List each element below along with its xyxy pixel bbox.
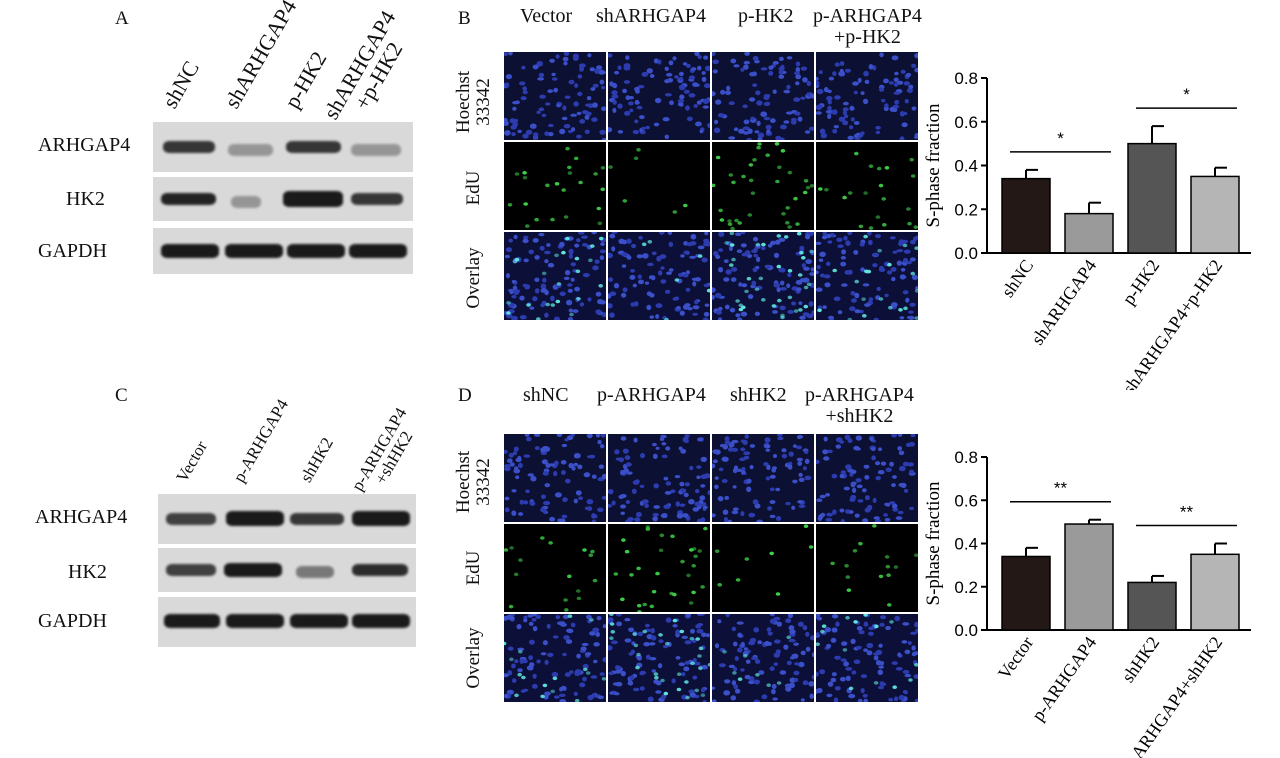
b-hoechst-image-3 — [813, 52, 920, 142]
panel-letter-b: B — [458, 8, 471, 29]
d-condition-label-1: p-ARHGAP4 — [597, 384, 706, 406]
b-edu-image-3 — [816, 142, 919, 230]
row-label-gapdh-c: GAPDH — [38, 610, 107, 632]
b-overlay-image-2 — [709, 230, 816, 323]
d-edu-image-2 — [712, 524, 814, 612]
chart-b-bar-2 — [1127, 142, 1177, 254]
chart-b-significance-label-1: * — [1183, 85, 1190, 104]
chart-d-x-tick-label-1: p-ARHGAP4 — [1028, 633, 1101, 725]
bar-chart-b: 0.0 0.2 0.4 0.6 0.8 S-phase fraction shNCshARH… — [925, 69, 1251, 390]
b-stain-label-1: EdU — [463, 170, 484, 206]
chart-d-y-tick-label-1: 0.2 — [954, 578, 978, 597]
chart-d-y-tick-label-0: 0.0 — [954, 621, 978, 640]
blot-hk2-a — [153, 177, 413, 221]
blot-gapdh-a — [153, 228, 413, 274]
chart-b-y-tick-label-2: 0.4 — [954, 157, 978, 176]
row-label-hk2-c: HK2 — [68, 561, 107, 583]
d-stain-label-2: Overlay — [463, 627, 484, 689]
chart-d-significance-label-1: ** — [1180, 503, 1194, 522]
chart-b-y-tick-label-0: 0.0 — [954, 244, 978, 263]
chart-b-bar-1 — [1064, 212, 1114, 254]
b-stain-label-0: Hoechst 33342 — [453, 70, 494, 134]
d-hoechst-image-0 — [503, 431, 609, 524]
c-lane-label-3: p-ARHGAP4 +shHK2 — [347, 404, 417, 494]
blot-arhgap4-a — [153, 122, 413, 172]
chart-d-y-axis-label: S-phase fraction — [925, 481, 944, 605]
c-lane-label-1: p-ARHGAP4 — [229, 395, 293, 486]
d-overlay-image-2 — [708, 611, 817, 705]
row-label-gapdh: GAPDH — [38, 240, 107, 262]
chart-b-y-tick-label-4: 0.8 — [954, 69, 978, 88]
chart-b-x-tick-label-1: shARHGAP4 — [1027, 256, 1100, 349]
chart-d-bar-1 — [1064, 523, 1114, 631]
b-edu-image-1 — [608, 142, 710, 230]
d-stain-label-0: Hoechst 33342 — [453, 450, 494, 514]
d-edu-image-1 — [608, 524, 710, 614]
blot-arhgap4-c — [158, 494, 416, 544]
blot-gapdh-c — [158, 597, 416, 647]
b-overlay-image-0 — [503, 230, 608, 323]
b-edu-image-0 — [504, 142, 606, 230]
d-overlay-image-1 — [606, 612, 713, 705]
panel-letter-d: D — [458, 385, 472, 406]
d-hoechst-image-3 — [813, 431, 918, 525]
chart-d-significance-label-0: ** — [1054, 479, 1068, 498]
chart-d-y-tick-label-3: 0.6 — [954, 491, 978, 510]
d-stain-label-1: EdU — [463, 550, 484, 586]
a-lane-label-0: shNC — [157, 56, 204, 113]
chart-b-x-tick-label-0: shNC — [997, 256, 1037, 301]
b-stain-label-2: Overlay — [463, 247, 484, 309]
chart-d-y-tick-label-2: 0.4 — [954, 535, 978, 554]
chart-b-y-tick-label-3: 0.6 — [954, 113, 978, 132]
d-condition-label-2: shHK2 — [730, 384, 787, 406]
row-label-hk2: HK2 — [66, 188, 105, 210]
b-overlay-image-1 — [606, 229, 712, 323]
chart-d-bar-0 — [1001, 555, 1051, 631]
d-edu-image-3 — [816, 524, 919, 612]
d-condition-label-3: p-ARHGAP4 +shHK2 — [805, 384, 914, 427]
chart-d-x-tick-label-0: Vector — [994, 633, 1037, 683]
chart-b-significance-label-0: * — [1057, 129, 1064, 148]
chart-d-bar-3 — [1190, 553, 1240, 631]
d-edu-image-0 — [503, 524, 606, 612]
chart-b-bar-3 — [1190, 175, 1240, 254]
d-hoechst-image-1 — [605, 434, 713, 524]
d-overlay-image-3 — [813, 612, 921, 704]
chart-d-y-tick-label-4: 0.8 — [954, 448, 978, 467]
row-label-arhgap4: ARHGAP4 — [38, 134, 131, 156]
b-condition-label-3: p-ARHGAP4 +p-HK2 — [813, 5, 922, 48]
b-hoechst-image-2 — [709, 50, 817, 142]
bar-chart-d: 0.0 0.2 0.4 0.6 0.8 S-phase fraction Vectorp-A… — [925, 448, 1251, 758]
chart-b-x-tick-label-2: p-HK2 — [1118, 256, 1163, 308]
c-lane-label-2: shHK2 — [296, 434, 337, 486]
blot-hk2-c — [158, 548, 416, 592]
chart-d-bar-2 — [1127, 581, 1177, 631]
b-condition-label-0: Vector — [520, 5, 573, 27]
b-edu-image-2 — [710, 142, 815, 231]
b-overlay-image-3 — [814, 229, 920, 322]
b-hoechst-image-1 — [605, 51, 713, 140]
d-overlay-image-0 — [501, 612, 609, 704]
d-hoechst-image-2 — [709, 432, 814, 524]
a-lane-label-3: shARHGAP4 +p-HK2 — [318, 6, 408, 124]
b-condition-label-2: p-HK2 — [738, 5, 794, 27]
chart-b-bar-0 — [1001, 177, 1051, 254]
chart-b-y-tick-label-1: 0.2 — [954, 200, 978, 219]
panel-letter-c: C — [115, 385, 128, 406]
d-condition-label-0: shNC — [523, 384, 569, 406]
row-label-arhgap4-c: ARHGAP4 — [35, 506, 128, 528]
b-condition-label-1: shARHGAP4 — [596, 5, 707, 27]
chart-d-x-tick-label-2: shHK2 — [1118, 633, 1164, 686]
panel-letter-a: A — [115, 8, 129, 29]
c-lane-label-0: Vector — [172, 437, 212, 486]
chart-b-y-axis-label: S-phase fraction — [925, 103, 944, 227]
b-hoechst-image-0 — [501, 50, 609, 142]
